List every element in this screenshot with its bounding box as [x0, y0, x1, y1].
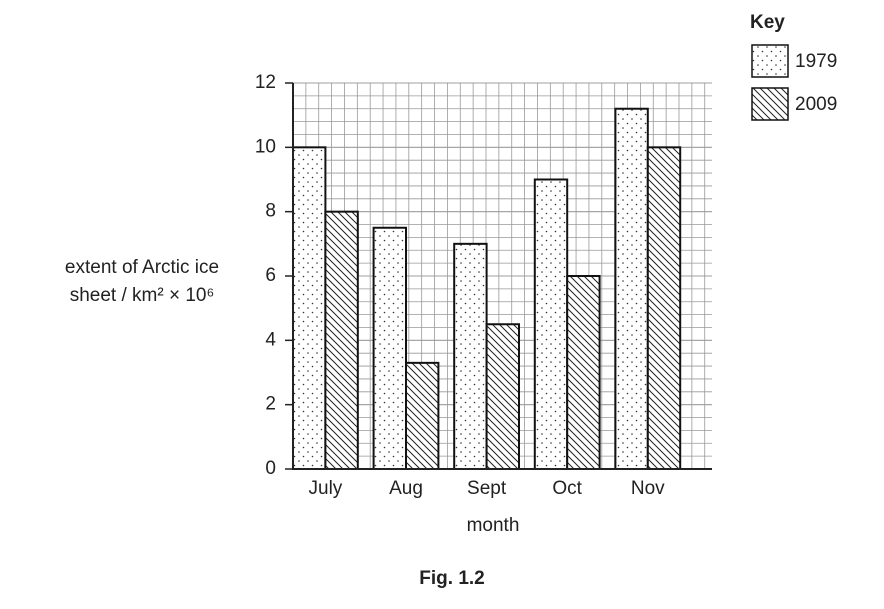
- x-tick-label: Sept: [467, 478, 507, 499]
- y-tick-label: 8: [265, 201, 276, 222]
- bar: [324, 210, 359, 471]
- legend-label: 2009: [795, 94, 837, 115]
- y-axis-label: extent of Arctic ice: [65, 257, 219, 278]
- bar: [372, 226, 408, 470]
- bar: [292, 146, 327, 470]
- legend-swatch: [751, 44, 789, 78]
- x-tick-label: Nov: [631, 478, 665, 499]
- y-tick-label: 4: [265, 329, 276, 350]
- x-tick-label: July: [309, 478, 343, 499]
- x-tick-label: Aug: [389, 478, 423, 499]
- y-tick-label: 10: [255, 136, 276, 157]
- bar: [485, 323, 521, 470]
- caption: Fig. 1.2: [419, 568, 484, 589]
- bars: [292, 107, 682, 471]
- y-tick-label: 2: [265, 394, 276, 415]
- y-axis-label: sheet / km² × 10⁶: [70, 285, 215, 306]
- bar: [614, 107, 649, 470]
- legend-title: Key: [750, 12, 785, 33]
- bar: [405, 361, 440, 471]
- y-tick-label: 6: [265, 265, 276, 286]
- bar: [533, 178, 569, 470]
- legend-label: 1979: [795, 51, 837, 72]
- x-axis-label: month: [467, 515, 520, 536]
- bar: [453, 242, 488, 470]
- bar: [566, 275, 601, 470]
- x-tick-label: Oct: [552, 478, 582, 499]
- legend-swatch: [751, 87, 789, 121]
- y-tick-label: 12: [255, 72, 276, 93]
- y-tick-label: 0: [265, 458, 276, 479]
- bar: [646, 146, 682, 470]
